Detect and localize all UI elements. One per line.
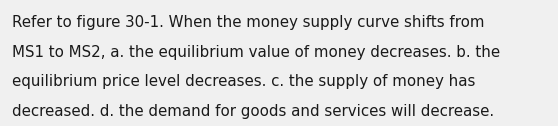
Text: decreased. d. the demand for goods and services will decrease.: decreased. d. the demand for goods and s… xyxy=(12,104,494,119)
Text: Refer to figure 30-1. When the money supply curve shifts from: Refer to figure 30-1. When the money sup… xyxy=(12,15,485,30)
Text: MS1 to MS2, a. the equilibrium value of money decreases. b. the: MS1 to MS2, a. the equilibrium value of … xyxy=(12,45,501,60)
Text: equilibrium price level decreases. c. the supply of money has: equilibrium price level decreases. c. th… xyxy=(12,74,475,89)
